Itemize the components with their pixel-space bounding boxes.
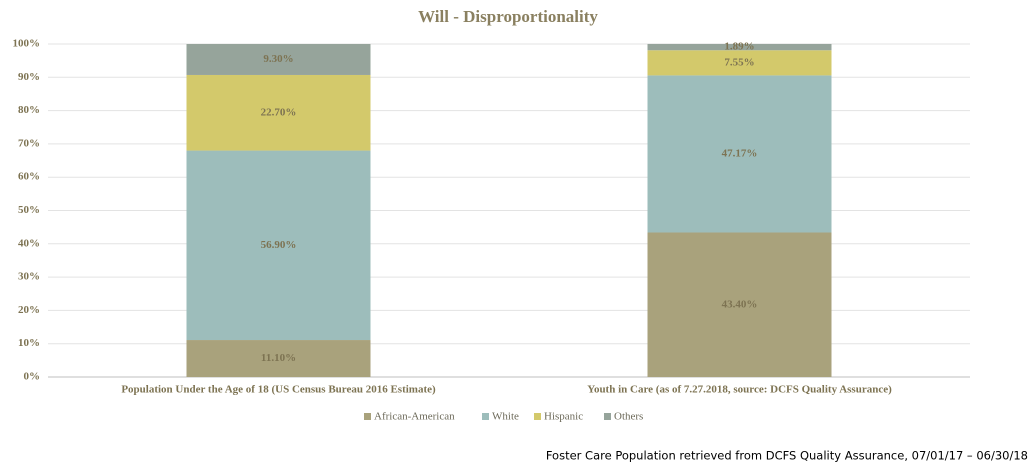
bar-segment [186, 74, 371, 151]
y-tick-label: 30% [18, 271, 40, 283]
data-label: 22.70% [261, 106, 297, 118]
legend-label: Others [614, 411, 643, 423]
y-tick-label: 40% [18, 237, 40, 249]
y-tick-label: 50% [18, 204, 40, 216]
x-tick-label: Population Under the Age of 18 (US Censu… [121, 384, 436, 396]
bar-segment [647, 43, 832, 51]
bar-segment [647, 232, 832, 377]
data-label: 1.89% [724, 41, 754, 53]
y-tick-label: 60% [18, 171, 40, 183]
y-tick-label: 80% [18, 104, 40, 116]
legend-label: Hispanic [544, 411, 583, 423]
data-label: 47.17% [722, 147, 758, 159]
bar-segment [186, 44, 371, 75]
chart-title: Will - Disproportionality [418, 7, 598, 26]
y-tick-label: 0% [24, 371, 41, 383]
y-tick-label: 70% [18, 137, 40, 149]
bar-segment [186, 150, 371, 341]
legend-swatch [534, 413, 541, 420]
data-label: 56.90% [261, 239, 297, 251]
legend-label: African-American [374, 411, 455, 423]
x-tick-label: Youth in Care (as of 7.27.2018, source: … [587, 384, 892, 396]
y-tick-label: 20% [18, 304, 40, 316]
data-label: 9.30% [263, 53, 293, 65]
data-label: 11.10% [261, 352, 296, 364]
y-tick-label: 90% [18, 71, 40, 83]
legend-swatch [482, 413, 489, 420]
data-label: 7.55% [724, 56, 754, 68]
bar-segment [647, 50, 832, 76]
y-tick-label: 10% [18, 337, 40, 349]
bar-segment [186, 340, 371, 377]
data-label: 43.40% [722, 298, 758, 310]
bar-segment [647, 75, 832, 233]
footnote: Foster Care Population retrieved from DC… [546, 449, 1028, 463]
legend-label: White [492, 411, 519, 423]
legend-swatch [604, 413, 611, 420]
legend-swatch [364, 413, 371, 420]
y-tick-label: 100% [13, 38, 41, 50]
